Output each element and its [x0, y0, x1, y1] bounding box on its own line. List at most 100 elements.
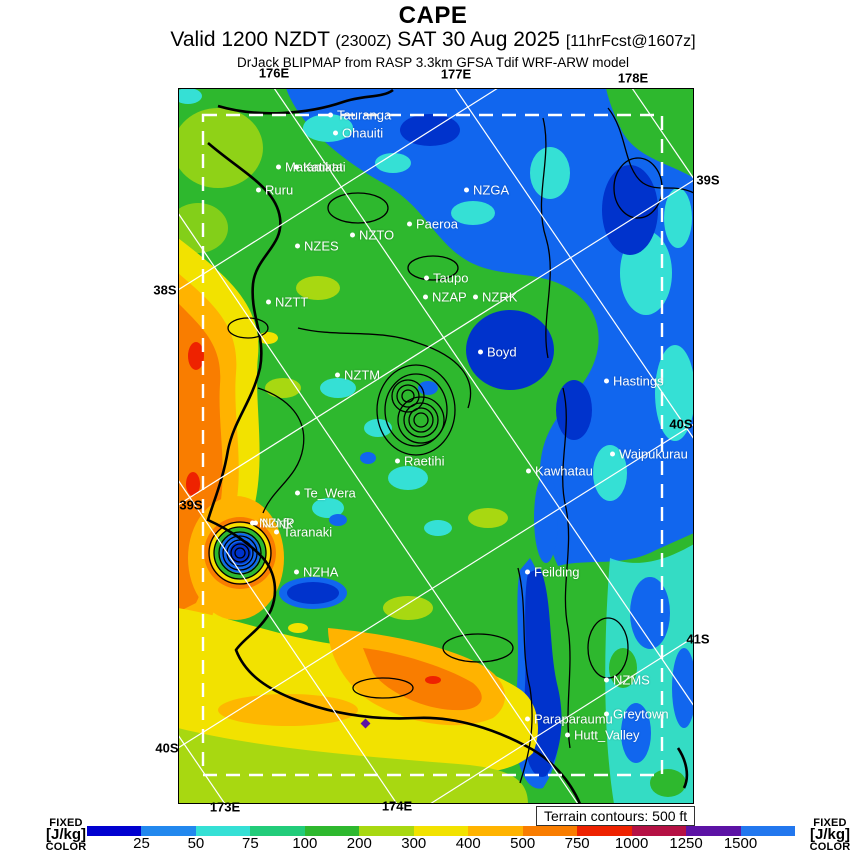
station-name: Raetihi	[404, 453, 445, 469]
station-name: NZHA	[303, 564, 339, 580]
station-name: Kawhatau	[535, 463, 593, 479]
station-dot	[295, 490, 300, 496]
forecast-tag: [11hrFcst@1607z]	[565, 33, 696, 50]
station-label: Feilding	[525, 566, 580, 579]
map-canvas: Tauranga Ohauiti Matamata Katikati Ruru NZGA P…	[178, 88, 694, 804]
colorbar-segment	[195, 826, 251, 836]
coastline	[206, 88, 689, 804]
station-label: NZTO	[350, 229, 394, 242]
colorbar-units-line: FIXED	[49, 817, 83, 829]
station-name: NZMS	[613, 672, 650, 688]
station-dot	[478, 349, 483, 355]
station-name: NZGA	[473, 182, 510, 198]
station-label: Ohauiti	[333, 127, 383, 140]
station-label: Hastings	[604, 375, 664, 388]
station-dot	[407, 221, 412, 227]
station-dot	[295, 243, 300, 249]
colorbar-tick-label: 300	[401, 835, 427, 852]
station-label: NZTM	[335, 369, 380, 382]
colorbar-segment	[468, 826, 523, 836]
station-label: NZMS	[604, 674, 650, 687]
colorbar-tick-label: 75	[242, 835, 259, 852]
graticule-label: 174E	[381, 798, 413, 814]
station-dot	[565, 732, 570, 738]
terrain-contours	[208, 107, 694, 784]
cape-field-svg	[178, 88, 694, 804]
station-dot	[256, 187, 261, 193]
graticule-label: 177E	[440, 66, 472, 82]
colorbar-tick-label: 25	[133, 835, 150, 852]
station-name: NZES	[304, 238, 339, 254]
colorbar-ticks: 25 50 75 100 200 300 400 500 750 1000 1250 1500	[87, 836, 795, 854]
station-name: Paraparaumu	[534, 711, 613, 727]
station-label: Hutt_Valley	[565, 729, 640, 742]
terrain-note: Terrain contours: 500 ft	[536, 806, 696, 826]
station-dot	[464, 187, 469, 193]
station-label: NZAP	[423, 291, 467, 304]
model-line: DrJack BLIPMAP from RASP 3.3km GFSA Tdif…	[236, 55, 630, 70]
page-title: CAPE	[398, 2, 468, 29]
station-name: Paeroa	[416, 216, 458, 232]
colorbar-tick-label: 400	[455, 835, 481, 852]
colorbar-tick-label: 1250	[669, 835, 703, 852]
graticule-label: 38S	[153, 282, 177, 298]
station-label: Katikati	[294, 161, 346, 174]
station-dot	[266, 299, 271, 305]
station-name: Norfk	[262, 515, 294, 531]
station-dot	[276, 164, 281, 170]
station-name: NZTO	[359, 227, 395, 243]
station-name: Te_Wera	[304, 485, 356, 501]
colorbar-tick-label: 1000	[614, 835, 649, 852]
station-dot	[253, 520, 258, 526]
colorbar	[87, 826, 796, 836]
station-name: Greytown	[613, 706, 669, 722]
station-dot	[395, 458, 400, 464]
station-label: NZES	[295, 240, 339, 253]
header: CAPE Valid 1200 NZDT (2300Z) SAT 30 Aug …	[0, 3, 850, 70]
graticule-label: 173E	[209, 799, 241, 815]
station-dot	[525, 569, 530, 575]
colorbar-tick-label: 200	[346, 835, 372, 852]
station-name: Hastings	[613, 373, 664, 389]
map-frame	[178, 88, 694, 804]
station-dot	[294, 164, 299, 170]
colorbar-units-right: FIXED [J/kg] COLOR	[800, 818, 850, 853]
station-name: Taupo	[433, 270, 469, 286]
station-label: Matamata	[276, 161, 343, 174]
station-label: Paraparaumu	[525, 713, 613, 726]
inner-domain-boundary	[201, 113, 664, 777]
colorbar-segment	[522, 826, 578, 836]
station-label: NZHA	[294, 566, 338, 579]
colorbar-segment	[359, 826, 414, 836]
colorbar-units-line: [J/kg]	[809, 826, 850, 843]
valid-date: SAT 30 Aug 2025	[397, 28, 560, 51]
station-name: Tauranga	[337, 107, 392, 123]
station-name: Matamata	[285, 159, 343, 175]
station-dot	[423, 294, 428, 300]
graticule-label: 39S	[696, 172, 720, 188]
colorbar-units-line: COLOR	[45, 841, 87, 853]
colorbar-tick-label: 50	[187, 835, 205, 852]
station-dot	[604, 378, 609, 384]
station-dot	[294, 569, 299, 575]
station-label: Raetihi	[395, 455, 444, 468]
valid-time-line: Valid 1200 NZDT (2300Z) SAT 30 Aug 2025 …	[0, 29, 850, 53]
station-dot	[604, 711, 609, 717]
station-dot	[610, 451, 615, 457]
station-label: NZNP	[250, 517, 294, 530]
station-name: Taranaki	[283, 524, 333, 540]
station-dot	[424, 275, 429, 281]
colorbar-segment	[141, 826, 196, 836]
colorbar-segment	[631, 826, 687, 836]
valid-prefix: Valid 1200 NZDT	[170, 28, 330, 51]
colorbar-tick-label: 1500	[723, 835, 758, 852]
station-dot	[350, 232, 355, 238]
station-dot	[274, 529, 279, 535]
station-name: Ruru	[265, 182, 294, 198]
station-label: Kawhatau	[526, 465, 593, 478]
colorbar-tick-label: 100	[292, 835, 318, 852]
station-name: NZTM	[344, 367, 381, 383]
valid-zulu: (2300Z)	[335, 33, 392, 50]
colorbar-segment	[413, 826, 469, 836]
